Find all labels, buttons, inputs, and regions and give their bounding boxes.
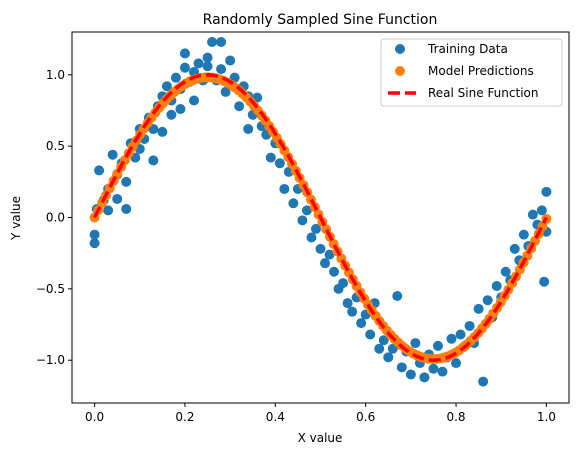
legend-label-model-predictions: Model Predictions: [428, 64, 534, 78]
training-data-point: [310, 223, 321, 234]
training-data-point: [478, 376, 489, 387]
training-data-point: [157, 126, 168, 137]
chart-title: Randomly Sampled Sine Function: [203, 12, 438, 28]
training-data-point: [193, 58, 204, 69]
training-data-point: [324, 249, 335, 260]
x-tick-label: 0.2: [175, 410, 194, 424]
training-data-point: [405, 369, 416, 380]
training-data-point: [329, 266, 340, 277]
training-data-point: [161, 81, 172, 92]
training-data-point: [527, 209, 538, 220]
training-data-point: [518, 229, 529, 240]
training-data-point: [396, 362, 407, 373]
training-data-point: [342, 298, 353, 309]
training-data-point: [121, 176, 132, 187]
training-data-point: [166, 109, 177, 120]
training-data-point: [225, 55, 236, 66]
training-data-point: [473, 303, 484, 314]
training-data-point: [94, 165, 105, 176]
training-data-point: [279, 183, 290, 194]
training-data-point: [455, 329, 466, 340]
training-data-point: [89, 229, 100, 240]
y-tick-label: 0.5: [46, 139, 65, 153]
x-tick-label: 1.0: [537, 410, 556, 424]
training-data-point: [216, 64, 227, 75]
x-tick-label: 0.6: [356, 410, 375, 424]
legend-marker-training-data: [395, 44, 405, 54]
training-data-point: [491, 280, 502, 291]
training-data-point: [234, 101, 245, 112]
training-data-point: [306, 232, 317, 243]
training-data-point: [207, 36, 218, 47]
training-data-point: [216, 36, 227, 47]
training-data-point: [536, 205, 547, 216]
training-data-point: [288, 198, 299, 209]
legend-marker-model-predictions: [395, 66, 405, 76]
training-data-point: [541, 186, 552, 197]
training-data-point: [320, 258, 331, 269]
training-data-point: [175, 104, 186, 115]
y-axis-label: Y value: [9, 196, 23, 241]
training-data-point: [202, 52, 213, 63]
training-data-point: [315, 243, 326, 254]
training-data-point: [464, 320, 475, 331]
training-data-point: [500, 266, 511, 277]
training-data-point: [446, 333, 457, 344]
training-data-point: [539, 276, 550, 287]
training-data-point: [107, 149, 118, 160]
training-data-point: [392, 290, 403, 301]
legend-label-training-data: Training Data: [427, 42, 508, 56]
training-data-point: [365, 329, 376, 340]
training-data-point: [374, 343, 385, 354]
x-tick-label: 0.0: [85, 410, 104, 424]
training-data-point: [451, 358, 462, 369]
training-data-point: [437, 366, 448, 377]
training-data-point: [188, 95, 199, 106]
training-data-point: [383, 352, 394, 363]
training-data-point: [356, 318, 367, 329]
training-data-point: [243, 124, 254, 135]
training-data-point: [338, 278, 349, 289]
training-data-point: [347, 306, 358, 317]
training-data-point: [410, 338, 421, 349]
training-data-point: [428, 363, 439, 374]
legend: Training Data Model Predictions Real Sin…: [380, 38, 563, 107]
x-tick-label: 0.8: [446, 410, 465, 424]
training-data-point: [265, 152, 276, 163]
x-axis-ticks: 0.0 0.2 0.4 0.6 0.8 1.0: [85, 403, 556, 424]
legend-box: [380, 38, 563, 107]
y-tick-label: −0.5: [36, 282, 65, 296]
training-data-point: [509, 243, 520, 254]
training-data-point: [301, 205, 312, 216]
real-sine-function-line: [93, 73, 548, 362]
x-axis-label: X value: [298, 431, 343, 445]
training-data-point: [220, 86, 231, 97]
training-data-point: [121, 203, 132, 214]
training-data-point: [202, 61, 213, 72]
training-data-point: [482, 295, 493, 306]
y-tick-label: 0.0: [46, 211, 65, 225]
training-data-point: [179, 62, 190, 73]
training-data-point: [170, 72, 181, 83]
training-data-point: [148, 155, 159, 166]
x-tick-label: 0.4: [266, 410, 285, 424]
training-data-point: [112, 193, 123, 204]
training-data-point: [89, 238, 100, 249]
y-tick-label: −1.0: [36, 353, 65, 367]
y-axis-ticks: −1.0 −0.5 0.0 0.5 1.0: [36, 68, 72, 367]
legend-label-real-sine-function: Real Sine Function: [428, 86, 538, 100]
training-data-point: [274, 158, 285, 169]
y-tick-label: 1.0: [46, 68, 65, 82]
training-data-point: [432, 340, 443, 351]
training-data-point: [378, 335, 389, 346]
training-data-point: [179, 48, 190, 59]
training-data-point: [297, 215, 308, 226]
training-data-point: [103, 205, 114, 216]
training-data-point: [419, 372, 430, 383]
